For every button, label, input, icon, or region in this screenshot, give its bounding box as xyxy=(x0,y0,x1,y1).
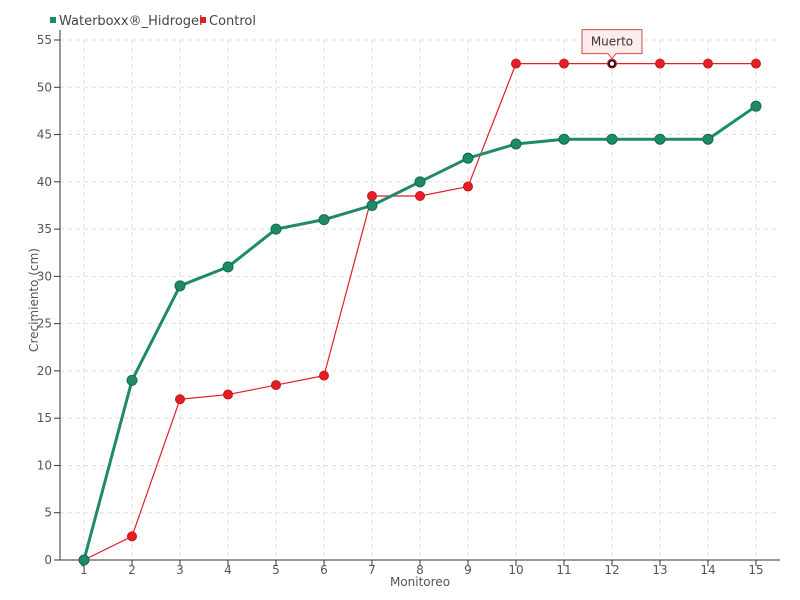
data-point-waterboxx-hidrogel xyxy=(750,100,762,112)
x-tick-label: 7 xyxy=(368,563,376,577)
data-point-control xyxy=(271,380,281,391)
legend-label-waterboxx-hidrogel: Waterboxx®_Hidrogel xyxy=(59,14,203,29)
legend-marker-control xyxy=(200,17,206,23)
data-point-waterboxx-hidrogel xyxy=(606,133,618,145)
x-tick-label: 3 xyxy=(176,563,184,577)
data-point-waterboxx-hidrogel xyxy=(78,554,90,566)
data-point-control xyxy=(367,191,377,201)
data-point-control xyxy=(175,394,185,405)
data-point-control xyxy=(559,58,569,69)
data-point-waterboxx-hidrogel xyxy=(366,199,378,211)
y-tick-label: 30 xyxy=(37,269,52,283)
legend-marker-waterboxx-hidrogel xyxy=(50,17,56,23)
annotation-box xyxy=(581,29,643,60)
x-tick-label: 4 xyxy=(224,563,232,577)
data-point-waterboxx-hidrogel xyxy=(558,133,570,145)
data-point-control xyxy=(415,191,425,201)
data-point-control xyxy=(319,370,329,381)
y-tick-label: 25 xyxy=(37,317,52,331)
x-axis-title: Monitoreo xyxy=(390,575,450,589)
annotation-label: Muerto xyxy=(591,35,633,49)
data-point-waterboxx-hidrogel xyxy=(654,133,666,145)
y-tick-label: 35 xyxy=(37,222,52,236)
data-point-control xyxy=(655,58,665,69)
x-tick-label: 15 xyxy=(748,563,763,577)
y-tick-label: 15 xyxy=(37,411,52,425)
legend-label-control: Control xyxy=(209,14,256,29)
data-point-waterboxx-hidrogel xyxy=(318,214,330,226)
data-point-waterboxx-hidrogel xyxy=(222,261,234,273)
y-tick-label: 55 xyxy=(37,33,52,47)
x-tick-label: 2 xyxy=(128,563,136,577)
x-tick-label: 9 xyxy=(464,563,472,577)
data-point-control xyxy=(703,58,713,69)
x-tick-label: 11 xyxy=(556,563,571,577)
x-tick-label: 10 xyxy=(508,563,523,577)
x-tick-label: 1 xyxy=(80,563,88,577)
annotated-point xyxy=(608,59,616,68)
data-point-control xyxy=(511,58,521,69)
y-tick-label: 50 xyxy=(37,80,52,94)
data-point-waterboxx-hidrogel xyxy=(126,374,138,386)
data-point-waterboxx-hidrogel xyxy=(462,152,474,164)
x-tick-label: 13 xyxy=(652,563,667,577)
y-axis-title: Crecimiento (cm) xyxy=(27,248,41,352)
y-tick-label: 40 xyxy=(37,175,52,189)
x-tick-label: 6 xyxy=(320,563,328,577)
data-point-waterboxx-hidrogel xyxy=(414,176,426,188)
x-tick-label: 5 xyxy=(272,563,280,577)
series-layer xyxy=(78,58,762,566)
y-tick-label: 45 xyxy=(37,128,52,142)
data-point-waterboxx-hidrogel xyxy=(174,280,186,292)
data-point-control xyxy=(127,531,137,542)
legend: Waterboxx®_Hidrogel Control xyxy=(50,14,256,29)
data-point-control xyxy=(751,58,761,69)
y-tick-label: 20 xyxy=(37,364,52,378)
annotation-layer: Muerto xyxy=(581,29,643,68)
y-tick-label: 10 xyxy=(37,458,52,472)
data-point-waterboxx-hidrogel xyxy=(702,133,714,145)
data-point-waterboxx-hidrogel xyxy=(510,138,522,150)
gridlines xyxy=(60,39,780,560)
x-tick-label: 8 xyxy=(416,563,424,577)
x-tick-label: 12 xyxy=(604,563,619,577)
y-tick-label: 0 xyxy=(44,553,52,567)
data-point-control xyxy=(463,181,473,192)
data-point-control xyxy=(223,389,233,400)
y-tick-label: 5 xyxy=(44,506,52,520)
data-point-waterboxx-hidrogel xyxy=(270,223,282,235)
x-tick-label: 14 xyxy=(700,563,715,577)
